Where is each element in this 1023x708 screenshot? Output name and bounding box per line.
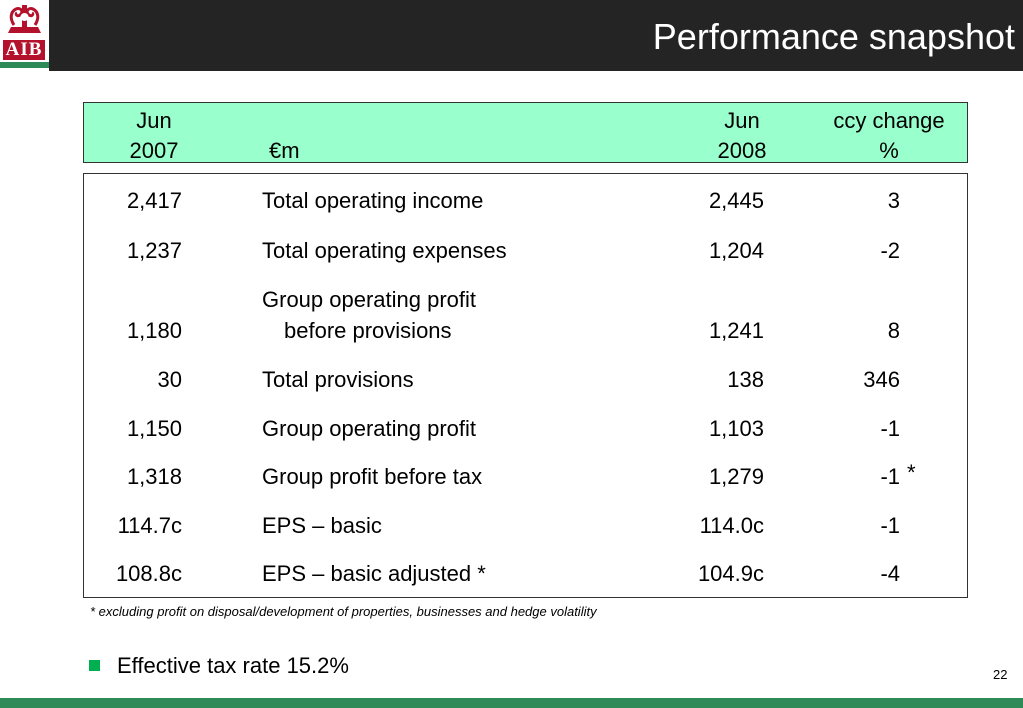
header-jun2007-line1: Jun	[136, 108, 172, 133]
cell-jun2007: 2,417	[126, 188, 182, 213]
cell-jun2007: 1,318	[126, 464, 182, 489]
cell-label: Group profit before tax	[262, 464, 483, 489]
cell-change: -1	[880, 416, 900, 441]
cell-jun2007: 1,150	[126, 416, 182, 441]
header-jun2008-line2: 2008	[717, 138, 767, 163]
cell-change: -4	[880, 561, 900, 586]
bullet-square-icon	[89, 660, 100, 671]
cell-label: Group operating profit	[262, 287, 477, 312]
cell-label-continued: before provisions	[284, 318, 452, 343]
footnote: * excluding profit on disposal/developme…	[90, 604, 597, 619]
cell-jun2008: 1,279	[708, 464, 764, 489]
slide-title: Performance snapshot	[652, 16, 1015, 57]
cell-change: -1	[880, 513, 900, 538]
cell-jun2008: 1,241	[708, 318, 764, 343]
header-currency-unit: €m	[269, 138, 300, 163]
cell-change: 8	[887, 318, 900, 343]
cell-change-footnote-marker: *	[907, 460, 916, 485]
header-jun2007-line2: 2007	[129, 138, 179, 163]
cell-label: Total provisions	[262, 367, 414, 392]
cell-jun2007: 1,180	[126, 318, 182, 343]
page-number: 22	[993, 667, 1008, 682]
cell-label: Total operating expenses	[262, 238, 507, 263]
header-jun2008-line1: Jun	[724, 108, 760, 133]
cell-label: Group operating profit	[262, 416, 477, 441]
cell-change: 3	[887, 188, 900, 213]
table-header: Jun 2007 €m Jun 2008 ccy change %	[83, 102, 968, 163]
cell-jun2007: 114.7c	[117, 513, 182, 538]
bottom-stripe	[0, 698, 1023, 708]
logo-text: AIB	[3, 40, 45, 60]
cell-change: -1	[880, 464, 900, 489]
cell-change: 346	[863, 367, 900, 392]
cell-jun2008: 104.9c	[697, 561, 764, 586]
cell-jun2008: 1,204	[708, 238, 764, 263]
cell-label: Total operating income	[262, 188, 484, 213]
logo-stripe	[0, 62, 49, 68]
cell-label: EPS – basic adjusted *	[262, 561, 486, 586]
cell-jun2007: 30	[157, 367, 182, 392]
aib-logo: AIB	[0, 0, 49, 71]
logo-emblem-icon	[8, 5, 41, 33]
title-bar: AIB Performance snapshot	[0, 0, 1023, 71]
cell-label: EPS – basic	[262, 513, 382, 538]
cell-jun2008: 1,103	[708, 416, 764, 441]
header-change-line1: ccy change	[833, 108, 945, 133]
cell-jun2008: 2,445	[708, 188, 764, 213]
cell-jun2008: 114.0c	[699, 513, 764, 538]
cell-jun2007: 1,237	[126, 238, 182, 263]
table-body: 2,417 Total operating income 2,445 3 1,2…	[83, 173, 968, 598]
header-change-line2: %	[879, 138, 899, 163]
cell-change: -2	[880, 238, 900, 263]
cell-jun2007: 108.8c	[115, 561, 182, 586]
cell-jun2008: 138	[727, 367, 764, 392]
bullet-item: Effective tax rate 15.2%	[117, 653, 349, 678]
